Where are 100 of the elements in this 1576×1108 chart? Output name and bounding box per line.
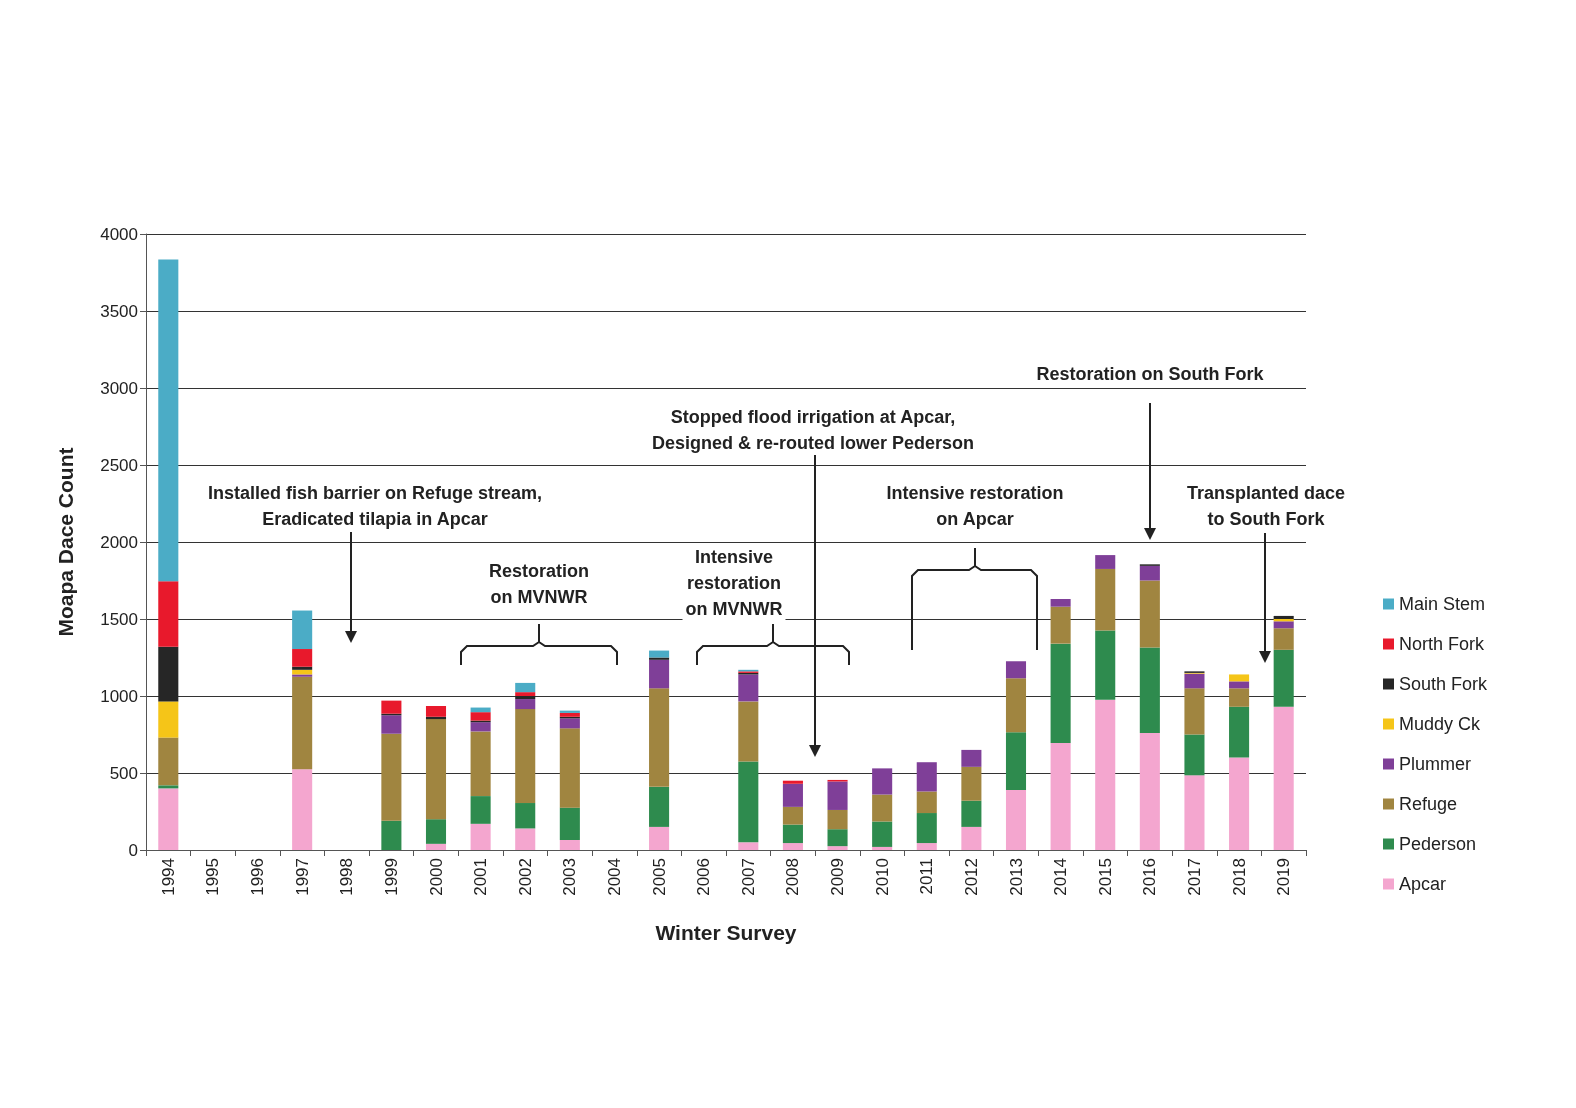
legend-label: South Fork [1399, 674, 1489, 694]
x-tick-label: 1997 [292, 858, 312, 896]
legend-label: Refuge [1399, 794, 1458, 814]
bar [1184, 734, 1205, 776]
bar [559, 728, 580, 808]
bar [470, 712, 491, 721]
bar [1273, 628, 1294, 650]
bar [782, 783, 803, 807]
x-tick-label: 2013 [1006, 858, 1026, 896]
x-tick-label: 1996 [248, 858, 268, 896]
legend-label: Plummer [1399, 754, 1472, 774]
x-tick-label: 1994 [158, 858, 178, 896]
annotation: Stopped flood irrigation at Apcar, Designed & re-routed lower Pederson [651, 407, 975, 453]
bar [1005, 732, 1027, 790]
legend-label: Apcar [1399, 874, 1447, 894]
bar [827, 781, 848, 810]
bar [782, 824, 803, 844]
bar [738, 674, 759, 702]
bar [1139, 580, 1160, 648]
x-tick-label: 2001 [471, 858, 491, 896]
bar [158, 788, 179, 850]
y-tick-label: 1000 [100, 686, 138, 706]
bar [649, 659, 670, 689]
bar [292, 676, 313, 770]
bar [158, 646, 179, 702]
bar [827, 809, 848, 830]
bar [515, 692, 536, 696]
bar [1229, 706, 1250, 758]
x-tick-label: 2003 [560, 858, 580, 896]
x-axis-title: Winter Survey [655, 921, 797, 944]
bar [515, 803, 536, 829]
y-tick-label: 2000 [100, 532, 138, 552]
bar [515, 682, 536, 693]
bar [872, 821, 893, 847]
bar [649, 786, 670, 827]
bar [872, 768, 893, 795]
y-tick-label: 1500 [100, 609, 138, 629]
bar [1005, 678, 1027, 733]
y-tick-label: 2500 [100, 455, 138, 475]
bar [158, 581, 179, 647]
legend-label: Main Stem [1399, 594, 1486, 614]
bar [1229, 688, 1250, 707]
bar [1229, 674, 1250, 682]
bar [515, 696, 536, 700]
bar [872, 794, 893, 822]
bar [559, 712, 580, 717]
bar [961, 800, 982, 827]
bar [292, 674, 313, 677]
bar [782, 780, 803, 784]
bar [1095, 568, 1116, 631]
bar [292, 610, 313, 650]
bar [425, 719, 447, 820]
bar [1095, 630, 1116, 700]
bar [292, 649, 313, 667]
bar [381, 733, 402, 821]
bar [515, 709, 536, 804]
annotation: Installed fish barrier on Refuge stream, Eradicated tilapia in Apcar [207, 483, 543, 529]
bar [649, 688, 670, 787]
x-tick-label: 2011 [917, 858, 937, 895]
annotation: Intensive restoration on MVNWR [685, 547, 783, 619]
x-tick-label: 2019 [1274, 858, 1294, 896]
bar [1229, 681, 1250, 689]
bar [1050, 742, 1071, 850]
bar [425, 706, 447, 717]
x-tick-label: 2010 [872, 858, 892, 896]
bar [827, 846, 848, 850]
bar [470, 731, 491, 797]
y-tick-label: 4000 [100, 224, 138, 244]
bar [1273, 706, 1294, 850]
annotation: Intensive restoration on Apcar [886, 483, 1064, 529]
bar [1139, 565, 1160, 581]
bar [559, 718, 580, 729]
bar [1229, 757, 1250, 850]
x-tick-label: 2016 [1140, 858, 1160, 896]
bar [1273, 621, 1294, 629]
bar [961, 749, 982, 767]
x-tick-label: 2015 [1095, 858, 1115, 896]
bar [292, 666, 313, 670]
x-tick-label: 2007 [738, 858, 758, 896]
bar [916, 762, 937, 792]
y-tick-label: 0 [128, 840, 138, 860]
bar [872, 846, 893, 850]
bar [961, 766, 982, 801]
bar [515, 699, 536, 710]
legend-label: Muddy Ck [1399, 714, 1482, 734]
bar [470, 823, 491, 850]
bar [916, 791, 937, 814]
bar [1005, 661, 1027, 679]
x-tick-label: 2004 [604, 858, 624, 896]
bar [158, 737, 179, 786]
bar [916, 843, 937, 850]
bar [961, 826, 982, 850]
bar [1139, 732, 1160, 850]
bar [827, 829, 848, 847]
bar [1005, 789, 1027, 850]
y-tick-label: 3000 [100, 378, 138, 398]
bar [1050, 643, 1071, 743]
bar [158, 259, 179, 582]
bar [649, 650, 670, 658]
y-tick-label: 500 [109, 763, 138, 783]
